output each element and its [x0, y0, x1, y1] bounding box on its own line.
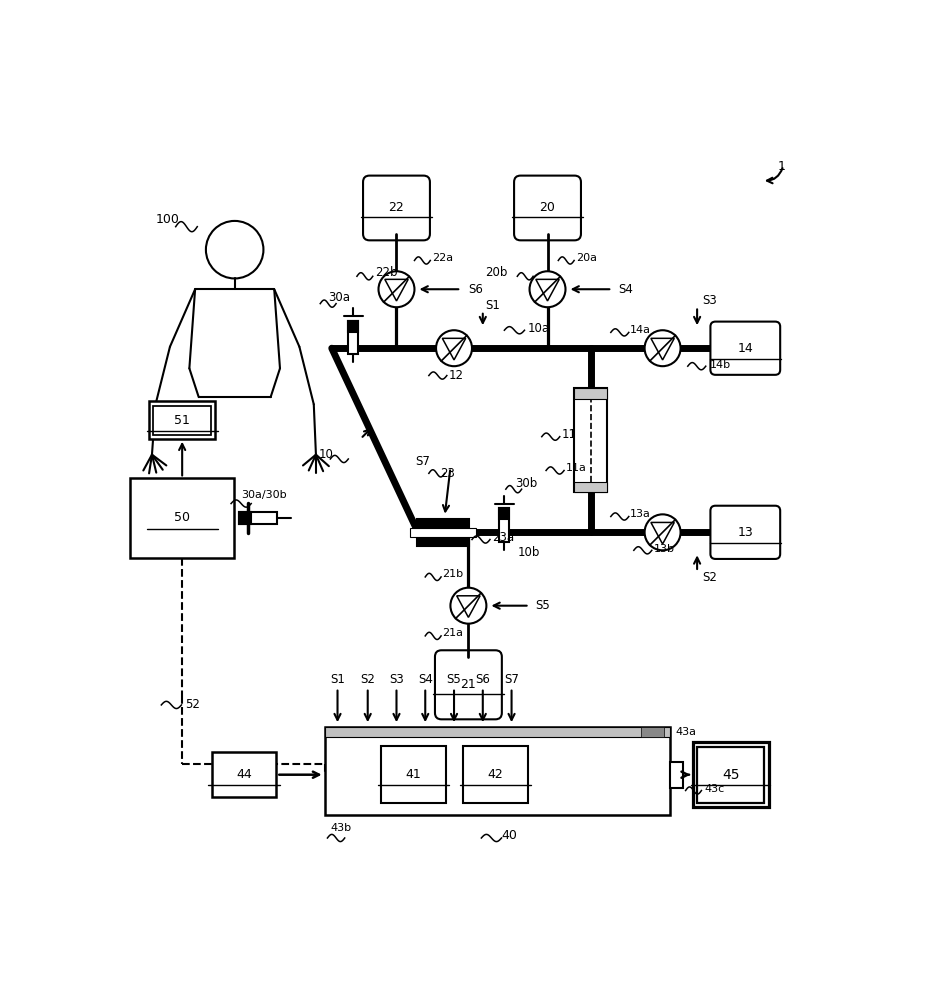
Polygon shape [442, 338, 465, 360]
Text: S3: S3 [702, 294, 717, 307]
Text: S6: S6 [468, 283, 483, 296]
Bar [574, 388, 606, 492]
Polygon shape [385, 279, 408, 301]
Text: 44: 44 [235, 768, 251, 781]
Text: 13b: 13b [654, 544, 674, 554]
Text: 50: 50 [174, 511, 190, 524]
Circle shape [436, 330, 472, 366]
Text: 22b: 22b [375, 266, 397, 279]
Bar [324, 727, 669, 815]
Text: 23a: 23a [491, 531, 514, 544]
Text: S5: S5 [535, 599, 550, 612]
Text: 30b: 30b [514, 477, 537, 490]
Bar [238, 512, 251, 524]
Bar [153, 406, 210, 435]
Text: 42: 42 [488, 768, 503, 781]
Text: S1: S1 [485, 299, 500, 312]
Bar [348, 321, 358, 332]
Circle shape [206, 221, 263, 278]
Bar [381, 746, 446, 803]
Circle shape [378, 271, 414, 307]
Text: 43a: 43a [675, 727, 696, 737]
Text: 10b: 10b [516, 546, 540, 559]
Text: 13: 13 [737, 526, 753, 539]
Polygon shape [535, 279, 559, 301]
Bar [410, 528, 476, 537]
Text: 21b: 21b [442, 569, 464, 579]
Text: 10: 10 [318, 448, 333, 461]
FancyBboxPatch shape [435, 650, 502, 719]
Text: 45: 45 [721, 768, 739, 782]
Text: S4: S4 [417, 673, 432, 686]
Circle shape [644, 514, 679, 550]
Text: 51: 51 [174, 414, 190, 427]
Text: 1: 1 [777, 160, 784, 173]
Text: 21a: 21a [442, 628, 463, 638]
Text: S3: S3 [388, 673, 403, 686]
Circle shape [644, 330, 679, 366]
Bar [697, 747, 764, 803]
Text: S5: S5 [446, 673, 461, 686]
FancyBboxPatch shape [362, 176, 429, 240]
Text: 52: 52 [184, 698, 199, 711]
Polygon shape [650, 338, 674, 360]
Bar [499, 508, 509, 519]
Text: 20a: 20a [576, 253, 597, 263]
Text: 11: 11 [562, 428, 577, 441]
Circle shape [450, 588, 486, 624]
Text: S4: S4 [617, 283, 632, 296]
Polygon shape [650, 522, 674, 544]
Text: S2: S2 [360, 673, 375, 686]
Bar [669, 762, 682, 788]
Bar [692, 742, 768, 807]
Text: S1: S1 [330, 673, 345, 686]
FancyBboxPatch shape [514, 176, 580, 240]
Text: 30a: 30a [328, 291, 349, 304]
Text: S7: S7 [415, 455, 430, 468]
Text: 20: 20 [539, 201, 555, 214]
Text: 14b: 14b [708, 360, 730, 370]
Text: 21: 21 [460, 678, 476, 691]
Text: 22: 22 [388, 201, 404, 214]
Bar [499, 508, 509, 542]
Text: 14: 14 [737, 342, 753, 355]
Text: 22a: 22a [432, 253, 453, 263]
Bar [574, 482, 606, 492]
Bar [149, 401, 215, 439]
Bar [348, 321, 358, 354]
Text: 23: 23 [440, 467, 455, 480]
Text: 30a/30b: 30a/30b [241, 490, 286, 500]
Text: 43b: 43b [330, 823, 351, 833]
Bar [130, 478, 234, 558]
Text: S2: S2 [702, 571, 717, 584]
Text: 10a: 10a [527, 322, 549, 335]
Text: 43c: 43c [704, 784, 724, 794]
Text: 13a: 13a [629, 509, 651, 519]
Bar [463, 746, 527, 803]
Bar [574, 388, 606, 399]
Text: 11a: 11a [565, 463, 587, 473]
Polygon shape [456, 596, 479, 617]
Text: 20b: 20b [485, 266, 507, 279]
Text: 40: 40 [501, 829, 517, 842]
Bar [641, 727, 664, 737]
Circle shape [529, 271, 565, 307]
Text: 41: 41 [405, 768, 421, 781]
Bar [238, 512, 276, 524]
Text: 100: 100 [156, 213, 180, 226]
Text: 12: 12 [448, 369, 463, 382]
Text: S6: S6 [475, 673, 489, 686]
Bar [417, 519, 469, 546]
FancyBboxPatch shape [710, 506, 780, 559]
FancyBboxPatch shape [710, 322, 780, 375]
Text: 14a: 14a [629, 325, 651, 335]
Bar [324, 727, 669, 737]
Bar [211, 752, 276, 797]
Text: S7: S7 [503, 673, 518, 686]
